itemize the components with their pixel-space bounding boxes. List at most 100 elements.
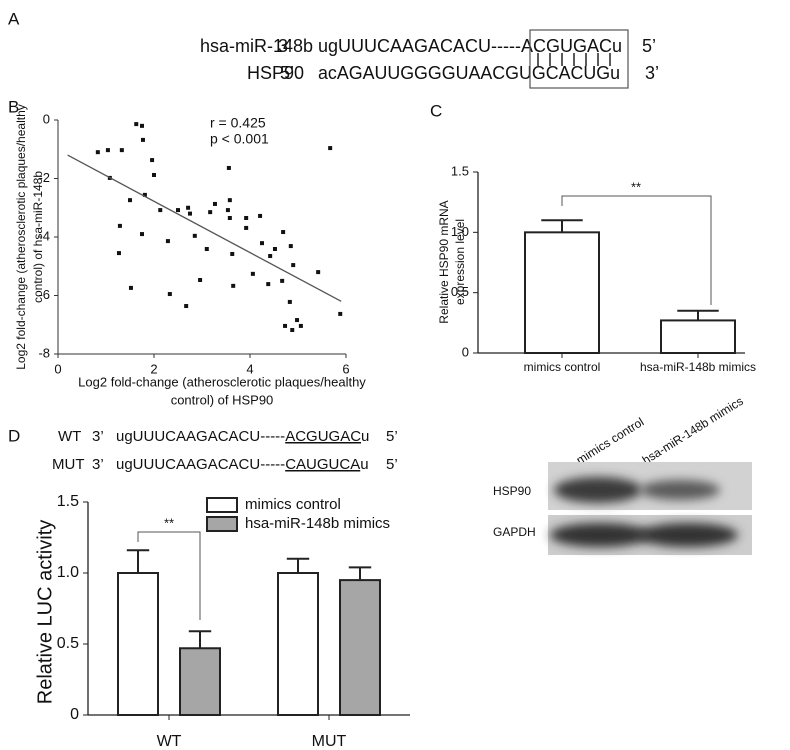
end-label: 3’ bbox=[278, 36, 292, 56]
point bbox=[280, 278, 285, 283]
seq-site: ACGUGAC bbox=[285, 428, 361, 445]
point bbox=[244, 225, 249, 230]
x-tick-label: WT bbox=[157, 733, 182, 750]
point bbox=[266, 282, 271, 287]
x-tick-label: 2 bbox=[150, 361, 157, 376]
y-tick-label: 0.5 bbox=[451, 284, 469, 299]
point bbox=[140, 232, 144, 237]
point bbox=[116, 251, 121, 256]
seq-part: u bbox=[360, 456, 368, 473]
y-tick-label: 0 bbox=[462, 344, 469, 359]
panel-label: C bbox=[430, 101, 442, 120]
blot-band bbox=[640, 480, 720, 500]
point bbox=[298, 323, 303, 328]
legend-label: mimics control bbox=[245, 496, 341, 513]
y-axis-label: expression level bbox=[453, 219, 467, 305]
point bbox=[140, 123, 144, 128]
blot-column: hsa-miR-148b mimics bbox=[640, 394, 746, 467]
end-label: 3’ bbox=[92, 428, 104, 445]
point bbox=[186, 205, 191, 210]
point bbox=[167, 292, 172, 297]
significance: ** bbox=[164, 515, 174, 530]
row-name: MUT bbox=[52, 456, 85, 473]
point bbox=[227, 215, 232, 220]
point bbox=[198, 277, 203, 282]
sequence: ugUUUCAAGACACU-----ACGUGACu bbox=[116, 428, 369, 445]
x-tick-label: MUT bbox=[312, 733, 347, 750]
end-label: 5’ bbox=[280, 63, 294, 83]
row-name: HSP90 bbox=[247, 63, 304, 83]
point bbox=[119, 148, 124, 153]
annotation: r = 0.425 bbox=[210, 115, 266, 131]
y-tick-label: 0 bbox=[43, 111, 50, 126]
point bbox=[287, 299, 292, 304]
row-name: hsa-miR-148b bbox=[200, 36, 313, 56]
y-tick-label: -2 bbox=[38, 170, 50, 185]
point bbox=[105, 148, 110, 153]
panel-label: B bbox=[8, 97, 19, 116]
legend-swatch bbox=[206, 516, 238, 532]
point bbox=[225, 208, 230, 213]
end-label: 5’ bbox=[386, 456, 398, 473]
blot-band bbox=[638, 523, 738, 547]
bar bbox=[117, 572, 159, 716]
trend-line bbox=[67, 154, 342, 302]
significance-bracket bbox=[137, 531, 201, 620]
x-tick-label: mimics control bbox=[524, 360, 601, 374]
blot-row: HSP90 bbox=[493, 484, 531, 498]
significance-bracket bbox=[561, 195, 712, 305]
point bbox=[338, 311, 343, 316]
sequence: ugUUUCAAGACACU-----ACGUGACu bbox=[318, 36, 622, 56]
seq-part: ugUUUCAAGACACU----- bbox=[116, 456, 285, 473]
annotation: p < 0.001 bbox=[210, 131, 269, 147]
point bbox=[244, 215, 249, 220]
y-tick-label: 0.5 bbox=[57, 635, 79, 652]
x-tick-label: 0 bbox=[54, 361, 61, 376]
blot-band bbox=[550, 523, 650, 547]
blot-column: mimics control bbox=[574, 415, 646, 468]
point bbox=[158, 208, 163, 213]
point bbox=[295, 318, 300, 323]
point bbox=[268, 254, 273, 259]
end-label: 3’ bbox=[92, 456, 104, 473]
seq-part: u bbox=[361, 428, 369, 445]
point bbox=[188, 211, 192, 216]
point bbox=[258, 213, 263, 218]
x-tick-label: 6 bbox=[342, 361, 349, 376]
point bbox=[117, 223, 122, 228]
x-axis-label: Log2 fold-change (atherosclerotic plaque… bbox=[78, 374, 366, 389]
y-tick-label: 1.5 bbox=[451, 163, 469, 178]
bar bbox=[660, 319, 736, 355]
legend-label: hsa-miR-148b mimics bbox=[245, 515, 390, 532]
point bbox=[226, 165, 231, 170]
y-tick-label: 1.0 bbox=[57, 564, 79, 581]
point bbox=[227, 198, 232, 203]
point bbox=[140, 137, 145, 142]
end-label: 5’ bbox=[386, 428, 398, 445]
y-axis-label: control) of hsa-miR-148b bbox=[31, 171, 45, 303]
y-tick-label: -6 bbox=[38, 287, 50, 302]
point bbox=[250, 271, 255, 276]
point bbox=[192, 233, 197, 238]
y-tick-label: 1.0 bbox=[451, 224, 469, 239]
point bbox=[290, 328, 295, 333]
point bbox=[165, 239, 170, 244]
point bbox=[128, 198, 132, 203]
y-tick-label: -8 bbox=[38, 345, 50, 360]
point bbox=[291, 263, 296, 268]
point bbox=[204, 246, 209, 251]
y-tick-label: 1.5 bbox=[57, 493, 79, 510]
sequence: ugUUUCAAGACACU-----CAUGUCAu bbox=[116, 456, 369, 473]
point bbox=[288, 244, 293, 249]
point bbox=[184, 304, 189, 309]
significance: ** bbox=[631, 179, 641, 194]
seq-site: CAUGUCA bbox=[285, 456, 360, 473]
y-tick-label: -4 bbox=[38, 228, 50, 243]
x-tick-label: hsa-miR-148b mimics bbox=[640, 360, 756, 374]
end-label: 5’ bbox=[642, 36, 656, 56]
point bbox=[260, 241, 264, 246]
blot-band bbox=[554, 477, 642, 503]
point bbox=[231, 283, 236, 288]
seq-part: ugUUUCAAGACACU----- bbox=[116, 428, 285, 445]
